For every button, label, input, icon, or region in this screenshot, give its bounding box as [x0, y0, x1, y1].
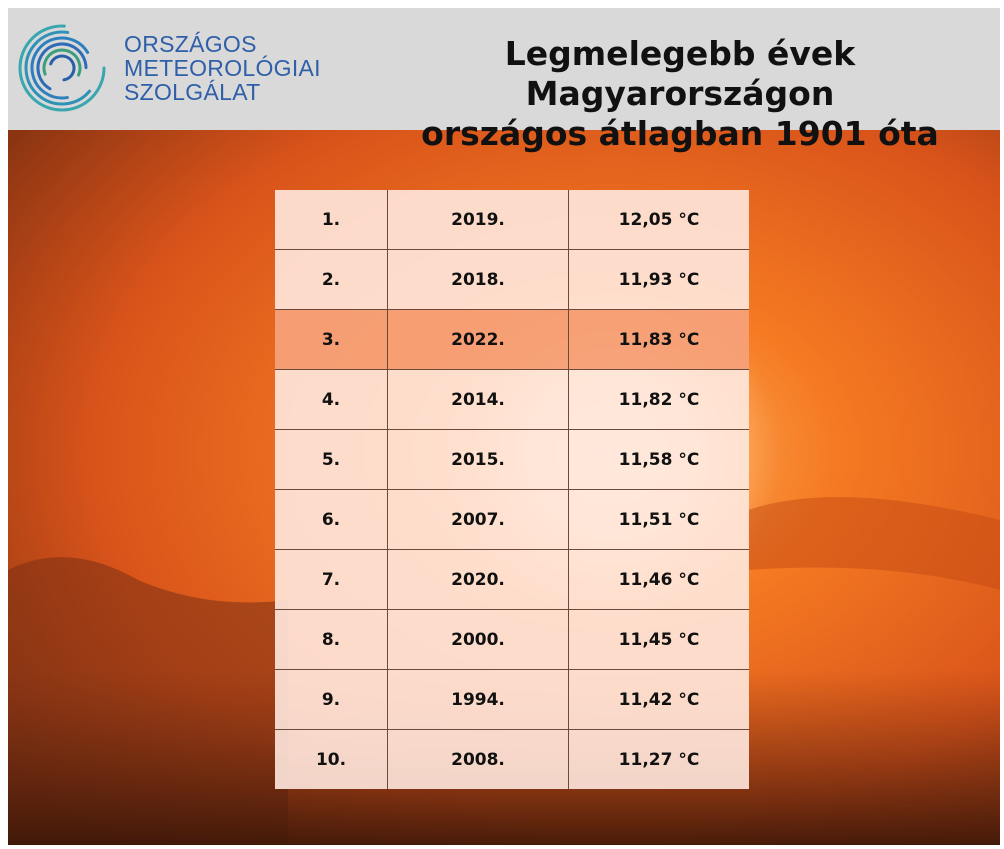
table-row: 3.2022.11,83 °C — [275, 310, 749, 370]
title: Legmelegebb évek Magyarországon országos… — [360, 34, 1000, 154]
logo-line: ORSZÁGOS — [124, 32, 321, 56]
logo-icon — [8, 8, 118, 130]
header: ORSZÁGOS METEOROLÓGIAI SZOLGÁLAT Legmele… — [8, 8, 1000, 130]
year-cell: 2018. — [388, 250, 569, 310]
year-cell: 2015. — [388, 430, 569, 490]
temperature-cell: 11,42 °C — [569, 670, 750, 730]
rank-cell: 7. — [275, 550, 388, 610]
temperature-cell: 11,58 °C — [569, 430, 750, 490]
rank-cell: 5. — [275, 430, 388, 490]
table-row: 8.2000.11,45 °C — [275, 610, 749, 670]
logo-line: SZOLGÁLAT — [124, 80, 321, 104]
temperature-cell: 11,51 °C — [569, 490, 750, 550]
year-cell: 2007. — [388, 490, 569, 550]
temperature-cell: 12,05 °C — [569, 190, 750, 250]
table-row: 10.2008.11,27 °C — [275, 730, 749, 790]
rank-cell: 4. — [275, 370, 388, 430]
table-row: 4.2014.11,82 °C — [275, 370, 749, 430]
temperature-cell: 11,82 °C — [569, 370, 750, 430]
logo-text: ORSZÁGOS METEOROLÓGIAI SZOLGÁLAT — [124, 32, 321, 104]
temperature-cell: 11,45 °C — [569, 610, 750, 670]
year-cell: 2019. — [388, 190, 569, 250]
temperature-cell: 11,27 °C — [569, 730, 750, 790]
table-row: 5.2015.11,58 °C — [275, 430, 749, 490]
table-row: 9.1994.11,42 °C — [275, 670, 749, 730]
temperature-cell: 11,46 °C — [569, 550, 750, 610]
year-cell: 2014. — [388, 370, 569, 430]
rank-cell: 10. — [275, 730, 388, 790]
rank-cell: 6. — [275, 490, 388, 550]
rank-cell: 9. — [275, 670, 388, 730]
rank-cell: 2. — [275, 250, 388, 310]
year-cell: 2008. — [388, 730, 569, 790]
year-cell: 2000. — [388, 610, 569, 670]
year-cell: 2022. — [388, 310, 569, 370]
table-row: 1.2019.12,05 °C — [275, 190, 749, 250]
logo-line: METEOROLÓGIAI — [124, 56, 321, 80]
temperature-cell: 11,83 °C — [569, 310, 750, 370]
year-cell: 2020. — [388, 550, 569, 610]
page: ORSZÁGOS METEOROLÓGIAI SZOLGÁLAT Legmele… — [0, 0, 1004, 849]
title-line: Legmelegebb évek Magyarországon — [360, 34, 1000, 114]
year-cell: 1994. — [388, 670, 569, 730]
table-row: 2.2018.11,93 °C — [275, 250, 749, 310]
rank-cell: 1. — [275, 190, 388, 250]
temperature-cell: 11,93 °C — [569, 250, 750, 310]
table-row: 7.2020.11,46 °C — [275, 550, 749, 610]
rank-cell: 8. — [275, 610, 388, 670]
table-row: 6.2007.11,51 °C — [275, 490, 749, 550]
title-line: országos átlagban 1901 óta — [360, 114, 1000, 154]
rank-cell: 3. — [275, 310, 388, 370]
